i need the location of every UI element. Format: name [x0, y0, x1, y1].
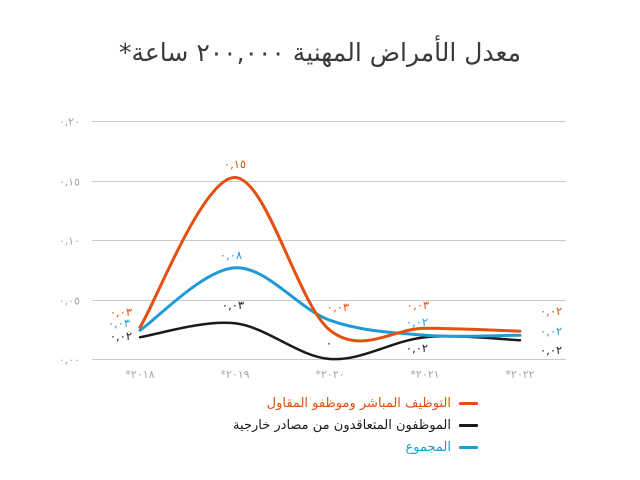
legend-item-outsourced: الموظفون المتعاقدون من مصادر خارجية	[233, 417, 478, 434]
legend-swatch-orange	[459, 402, 478, 405]
point-label-direct-hire-and-contractor: ٠,٠٣	[110, 305, 132, 319]
legend-label-total: المجموع	[405, 440, 451, 455]
point-label-outsourced-employees: ٠	[326, 336, 332, 350]
legend-item-total: المجموع	[406, 439, 478, 456]
x-tick-label: ٢٠٢٢*	[505, 368, 534, 381]
point-label-outsourced-employees: ٠,٠٣	[222, 298, 244, 312]
point-label-total: ٠,٠٢	[406, 315, 428, 329]
x-tick-label: ٢٠٢١*	[410, 368, 439, 381]
point-label-total: ٠,٠٣	[108, 316, 130, 330]
point-label-direct-hire-and-contractor: ٠,١٥	[224, 157, 246, 171]
series-line-direct-hire-and-contractor	[138, 175, 522, 343]
point-label-total: ٠,٠٨	[220, 248, 242, 262]
legend-swatch-blue	[459, 446, 478, 449]
point-label-outsourced-employees: ٠,٠٢	[406, 341, 428, 355]
point-label-outsourced-employees: ٠,٠٢	[540, 343, 562, 357]
x-tick-label: ٢٠٢٠*	[315, 368, 344, 381]
series-line-total	[138, 266, 522, 338]
x-tick-label: ٢٠١٨*	[125, 368, 154, 381]
y-tick-label: ٠,٠٠	[59, 354, 80, 367]
y-tick-label: ٠,٢٠	[59, 116, 80, 129]
x-tick-label: ٢٠١٩*	[220, 368, 249, 381]
legend-label-outsourced: الموظفون المتعاقدون من مصادر خارجية	[233, 418, 451, 433]
legend-label-direct-hire: التوظيف المباشر وموظفو المقاول	[266, 396, 451, 411]
y-tick-label: ٠,٠٥	[59, 295, 80, 308]
legend-item-direct-hire: التوظيف المباشر وموظفو المقاول	[267, 395, 478, 412]
chart-title: معدل الأمراض المهنية ٢٠٠,٠٠٠ ساعة*	[118, 38, 521, 67]
point-label-direct-hire-and-contractor: ٠,٠٢	[540, 304, 562, 318]
y-tick-label: ٠,١٠	[59, 235, 80, 248]
legend-swatch-black	[459, 424, 478, 427]
point-label-outsourced-employees: ٠,٠٢	[110, 329, 132, 343]
point-label-direct-hire-and-contractor: ٠,٠٣	[407, 298, 429, 312]
point-label-direct-hire-and-contractor: ٠,٠٣	[327, 300, 349, 314]
point-label-total: ٠,٠٢	[540, 324, 562, 338]
y-tick-label: ٠,١٥	[59, 176, 80, 189]
chart-legend: التوظيف المباشر وموظفو المقاول الموظفون …	[233, 395, 478, 456]
